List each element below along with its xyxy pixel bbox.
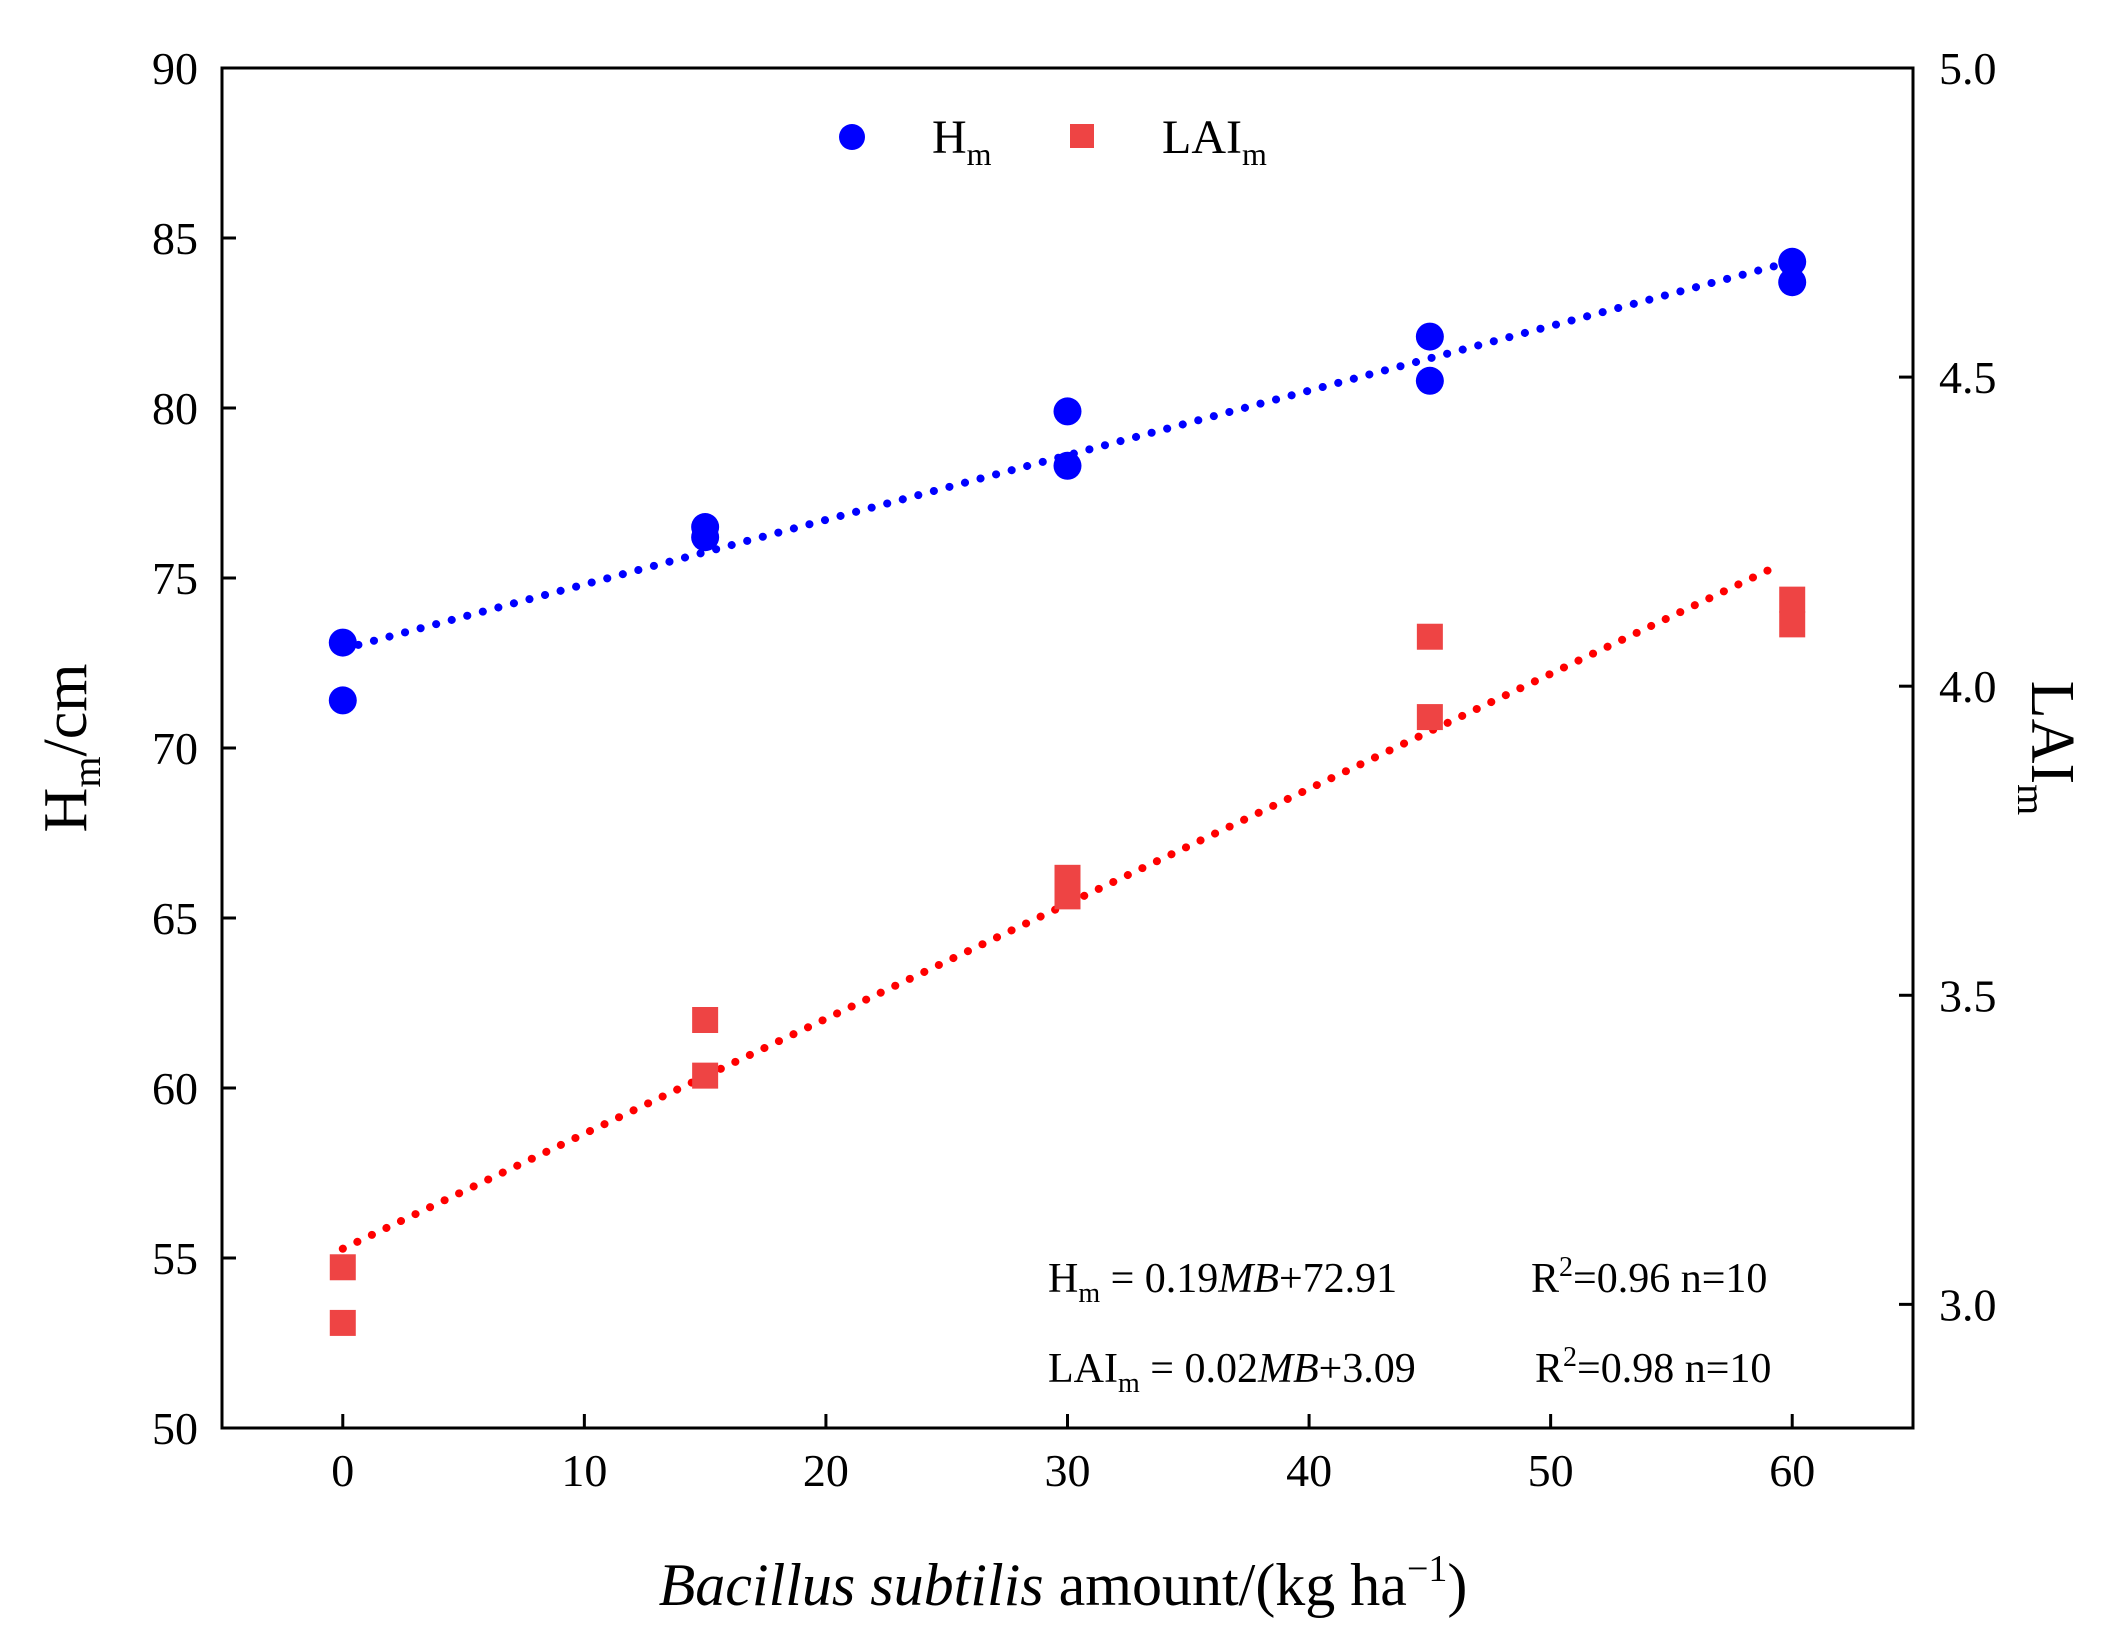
y-left-tick-label: 50	[152, 1403, 198, 1454]
data-point-laim	[1779, 611, 1806, 638]
data-point-laim	[329, 1254, 356, 1281]
plot-frame	[220, 66, 1915, 1430]
y-left-tick-label: 80	[152, 383, 198, 434]
y-left-tick-label: 85	[152, 213, 198, 264]
data-point-hm	[1415, 322, 1444, 351]
data-point-laim	[692, 1007, 719, 1033]
r2-hm: R2=0.96 n=10	[1531, 1252, 1767, 1302]
x-tick-label: 20	[803, 1445, 849, 1496]
data-point-laim	[692, 1062, 719, 1089]
data-point-laim	[1416, 623, 1443, 650]
equation-hm: Hm = 0.19MB+72.91	[1048, 1256, 1397, 1309]
data-point-hm	[1053, 451, 1082, 480]
y-left-tick-label: 75	[152, 553, 198, 604]
y-right-tick-label: 5.0	[1939, 43, 1997, 94]
equation-laim: LAIm = 0.02MB+3.09	[1048, 1346, 1416, 1399]
data-point-hm	[1415, 366, 1444, 395]
x-tick-label: 40	[1286, 1445, 1332, 1496]
y-left-tick-label: 65	[152, 893, 198, 944]
data-point-laim	[329, 1309, 356, 1336]
y-right-axis-title: LAIm	[2009, 681, 2086, 815]
legend-marker-hm	[839, 124, 865, 150]
data-point-laim	[1054, 883, 1081, 910]
data-point-hm	[328, 686, 357, 715]
y-left-tick-label: 70	[152, 723, 198, 774]
x-tick-label: 0	[331, 1445, 354, 1496]
y-right-tick-label: 4.5	[1939, 352, 1997, 403]
y-left-axis-title: Hm/cm	[32, 664, 109, 833]
data-point-laim	[1416, 704, 1443, 731]
y-right-tick-label: 3.0	[1939, 1279, 1997, 1330]
legend-label-hm: Hm	[932, 111, 992, 172]
x-tick-label: 60	[1769, 1445, 1815, 1496]
data-point-laim	[1779, 586, 1806, 613]
data-point-hm	[1778, 247, 1807, 276]
y-left-tick-label: 60	[152, 1063, 198, 1114]
x-tick-label: 50	[1528, 1445, 1574, 1496]
y-left-tick-label: 90	[152, 43, 198, 94]
x-tick-label: 30	[1045, 1445, 1091, 1496]
data-point-hm	[1053, 397, 1082, 426]
data-point-hm	[691, 523, 720, 552]
r2-laim: R2=0.98 n=10	[1535, 1342, 1771, 1392]
data-point-hm	[1778, 268, 1807, 297]
legend: Hm LAIm	[839, 111, 1267, 172]
data-point-hm	[328, 628, 357, 657]
legend-label-laim: LAIm	[1162, 111, 1267, 172]
y-right-tick-label: 4.0	[1939, 661, 1997, 712]
x-axis-title: Bacillus subtilis amount/(kg ha−1)	[659, 1548, 1468, 1618]
fit-equations: Hm = 0.19MB+72.91 R2=0.96 n=10 LAIm = 0.…	[1048, 1252, 1771, 1399]
y-left-tick-label: 55	[152, 1233, 198, 1284]
legend-marker-laim	[1070, 124, 1094, 148]
x-tick-label: 10	[561, 1445, 607, 1496]
y-right-tick-label: 3.5	[1939, 970, 1997, 1021]
plot-area: 0 10 20 30 40 50 60 50 55 60 65 70 75 80 85 90 3.0 3.5 4.0…	[152, 43, 1997, 1496]
